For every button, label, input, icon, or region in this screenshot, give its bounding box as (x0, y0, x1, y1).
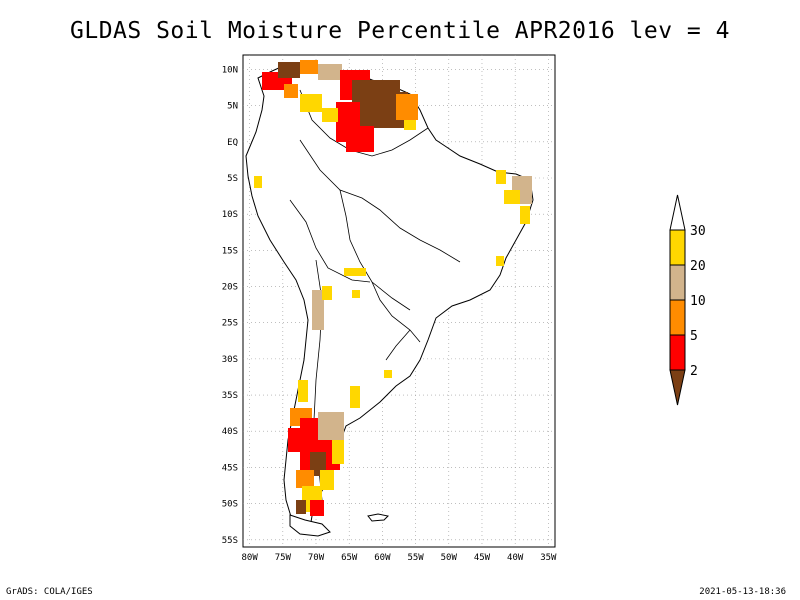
lat-tick-label: 15S (222, 246, 238, 256)
lat-tick-label: 40S (222, 427, 238, 437)
longitude-labels: 80W 75W 70W 65W 60W 55W 50W 45W 40W 35W (242, 553, 558, 563)
legend-swatch (669, 334, 686, 371)
lon-tick-label: 70W (308, 553, 325, 563)
falkland-islands (367, 513, 390, 522)
legend-label: 20 (690, 259, 706, 274)
color-legend: 30 20 10 5 2 (669, 194, 706, 406)
lon-tick-label: 80W (242, 553, 259, 563)
legend-swatch (669, 299, 686, 336)
footer-timestamp: 2021-05-13-18:36 (699, 587, 786, 597)
lon-tick-label: 60W (374, 553, 391, 563)
legend-label: 30 (690, 224, 706, 239)
lon-tick-label: 40W (507, 553, 524, 563)
lon-tick-label: 55W (407, 553, 424, 563)
lat-tick-label: 10N (222, 65, 238, 75)
legend-label: 5 (690, 329, 698, 344)
legend-label: 10 (690, 294, 706, 309)
lat-tick-label: 5N (227, 102, 238, 112)
lon-tick-label: 35W (540, 553, 557, 563)
lat-tick-label: 25S (222, 319, 238, 329)
lon-tick-label: 45W (474, 553, 491, 563)
lon-tick-label: 50W (441, 553, 458, 563)
legend-swatch (669, 229, 686, 266)
lat-tick-label: 35S (222, 391, 238, 401)
footer-software: GrADS: COLA/IGES (6, 587, 93, 597)
lon-tick-label: 65W (341, 553, 358, 563)
tierra-del-fuego (289, 514, 331, 537)
legend-label: 2 (690, 364, 698, 379)
legend-upper-arrow (669, 194, 686, 231)
legend-lower-arrow (669, 369, 686, 406)
soil-moisture-shading (254, 60, 532, 516)
lat-tick-label: 5S (227, 174, 238, 184)
lon-tick-label: 75W (275, 553, 292, 563)
lat-tick-label: 30S (222, 355, 238, 365)
lat-tick-label: 20S (222, 283, 238, 293)
legend-swatch (669, 264, 686, 301)
latitude-labels: 10N 5N EQ 5S 10S 15S 20S 25S 30S 35S 40S 45S 50S 55S (222, 65, 238, 545)
lat-tick-label: EQ (227, 138, 238, 148)
lat-tick-label: 10S (222, 210, 238, 220)
lat-tick-label: 50S (222, 500, 238, 510)
map-title: GLDAS Soil Moisture Percentile APR2016 l… (70, 18, 730, 44)
lat-tick-label: 45S (222, 463, 238, 473)
lat-tick-label: 55S (222, 536, 238, 546)
